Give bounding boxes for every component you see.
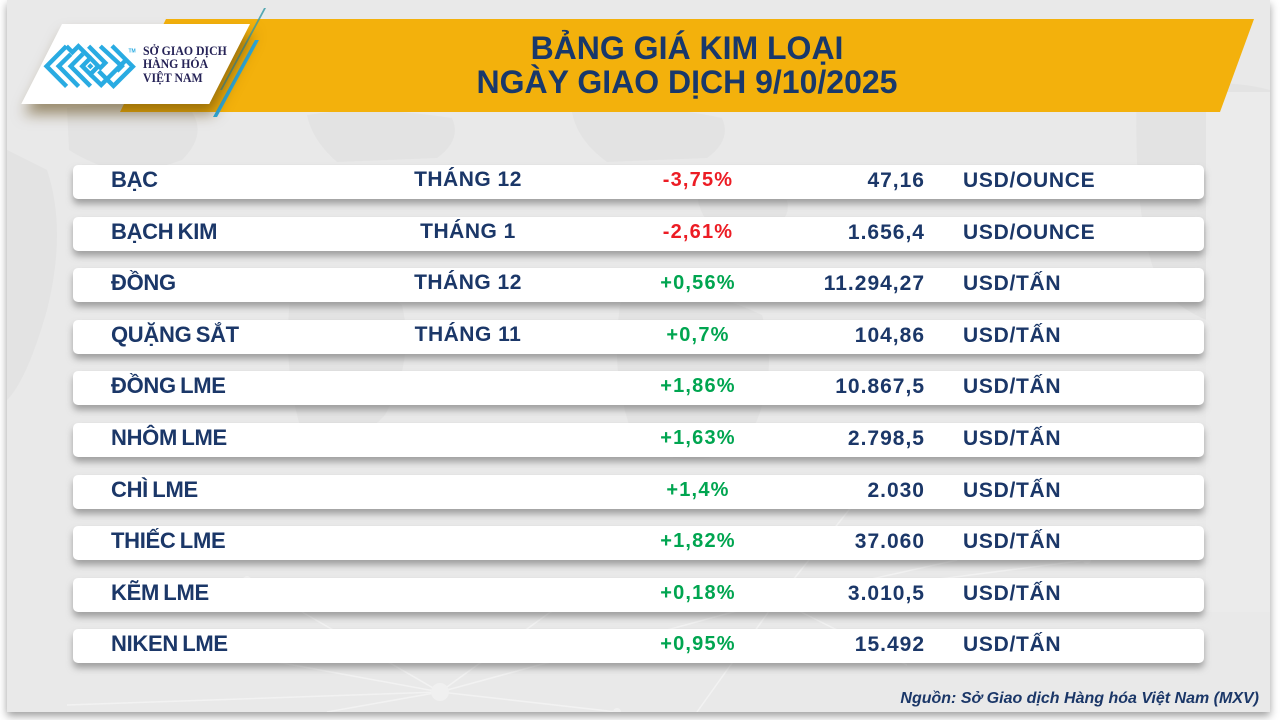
svg-text:TM: TM [129,49,136,55]
